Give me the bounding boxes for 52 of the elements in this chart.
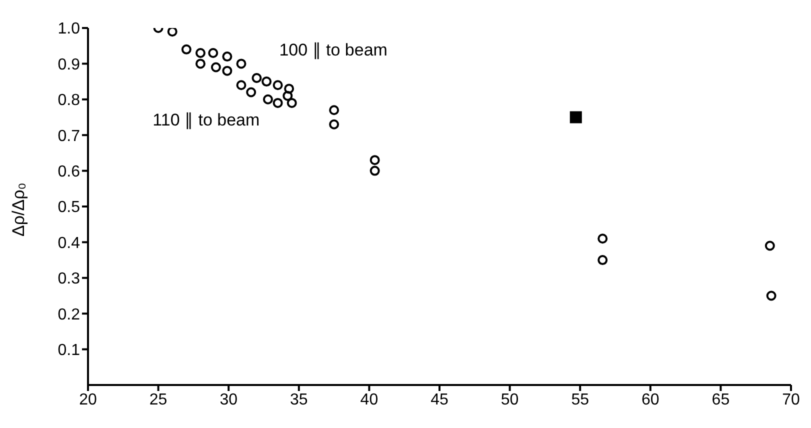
point [195,48,206,58]
x-tick-label: 65 [712,391,730,408]
point [272,98,283,108]
point [329,119,340,130]
x-tick-label: 70 [782,391,800,408]
point [236,58,246,69]
point [370,155,380,166]
x-tick-label: 50 [500,391,519,408]
point [286,98,297,108]
x-tick-label: 25 [149,391,168,408]
y-tick-label: 0.1 [58,342,80,359]
y-tick-label: 0.4 [58,234,80,252]
point [252,72,262,83]
point [282,90,293,101]
annotation: 110 ∥ to beam [152,110,260,130]
point [329,105,340,116]
x-tick-label: 30 [220,391,238,408]
y-tick-label: 0.7 [58,128,80,145]
y-tick-label: 0.5 [58,199,80,216]
point [167,28,178,37]
y-tick-label: 0.2 [58,306,80,324]
point [370,166,380,176]
y-tick-label: 1.0 [58,20,80,38]
point [570,111,582,124]
point [210,62,221,72]
point [236,80,246,90]
point [284,84,294,94]
point [195,58,206,69]
annotation: 100 ∥ to beam [279,40,388,60]
point [262,76,272,87]
point [181,44,192,54]
point [764,240,775,251]
x-tick-label: 35 [290,391,308,408]
point [246,87,256,98]
point [222,66,232,76]
y-tick-label: 0.9 [58,56,80,74]
x-tick-label: 20 [79,391,97,408]
y-tick-label: 0.8 [58,92,80,110]
y-tick-label: 0.6 [58,163,80,180]
y-tick-label: 0.3 [58,270,80,288]
y-axis-title: Δρ/Δρ₀ [9,182,28,236]
point [262,94,273,104]
x-tick-label: 45 [430,391,448,408]
point [272,80,283,90]
x-tick-label: 40 [360,391,378,408]
point [598,255,608,266]
point [208,48,218,58]
x-tick-label: 55 [571,391,590,408]
point [598,234,608,244]
point [222,52,232,62]
x-tick-label: 60 [642,391,660,408]
point [766,290,776,301]
